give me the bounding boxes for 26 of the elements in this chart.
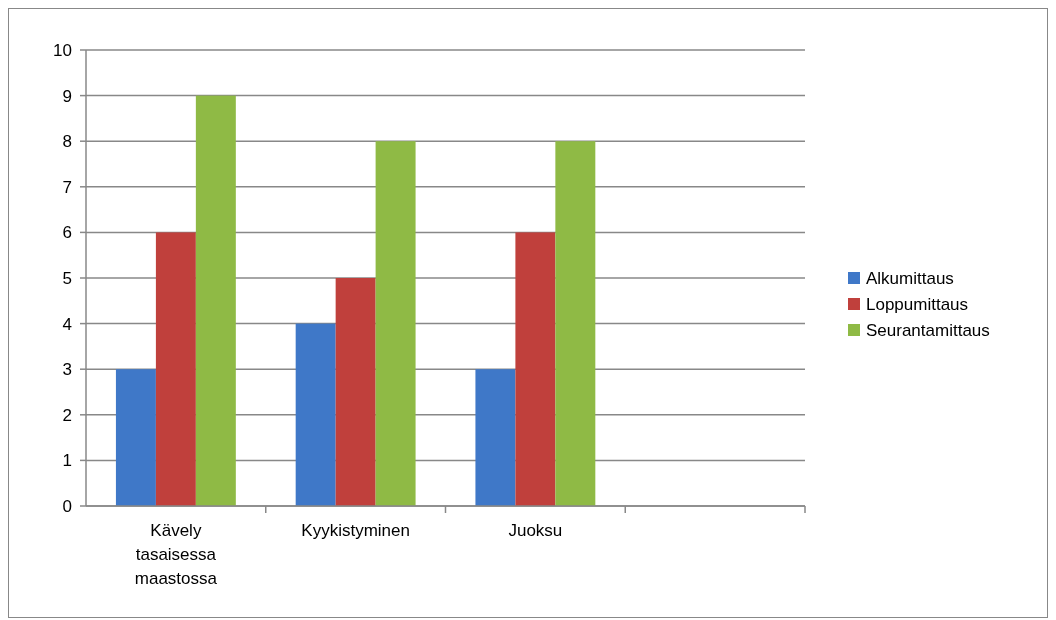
legend-label: Alkumittaus [866, 268, 954, 288]
bar [195, 95, 236, 506]
y-tick-label: 3 [62, 360, 72, 380]
y-tick-label: 4 [62, 314, 72, 334]
bar [335, 278, 376, 506]
x-tick-label: Juoksu [508, 521, 563, 540]
y-tick-label: 6 [62, 223, 72, 243]
bar [155, 232, 196, 506]
bar [295, 323, 336, 506]
bar [375, 141, 416, 506]
legend-label: Seurantamittaus [866, 320, 990, 340]
x-tick-label: Kävely tasaisessa maastossa [134, 521, 218, 588]
bar [555, 141, 596, 506]
y-tick-label: 9 [62, 86, 72, 106]
bar [515, 232, 556, 506]
x-tick-label: Kyykistyminen [301, 521, 410, 540]
y-tick-label: 2 [62, 405, 72, 425]
bar [475, 369, 516, 506]
y-tick-label: 5 [62, 268, 72, 288]
y-tick-label: 1 [62, 451, 72, 471]
y-tick-label: 8 [62, 132, 72, 152]
y-tick-label: 7 [62, 177, 72, 197]
y-tick-label: 10 [53, 40, 72, 60]
legend-label: Loppumittaus [866, 294, 969, 314]
bar [115, 369, 156, 506]
y-tick-label: 0 [62, 496, 72, 516]
